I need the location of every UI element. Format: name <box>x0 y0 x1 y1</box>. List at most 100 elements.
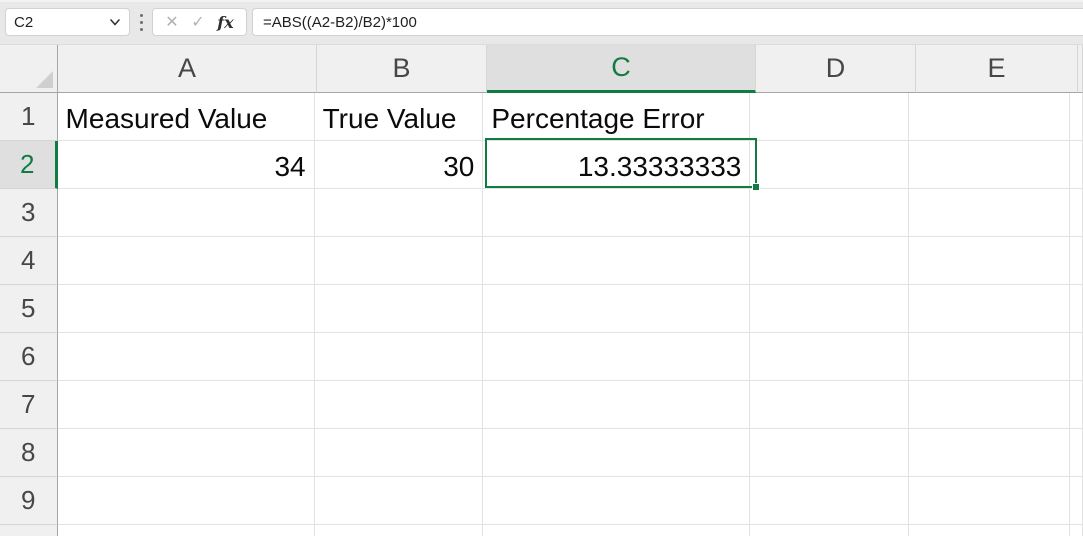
cell-C2[interactable]: 13.33333333 <box>483 141 751 189</box>
cell[interactable] <box>1070 381 1083 429</box>
cell-C9[interactable] <box>483 477 751 525</box>
cell-B3[interactable] <box>314 189 484 237</box>
cell-A3[interactable] <box>57 189 315 237</box>
cell-E5[interactable] <box>909 285 1071 333</box>
row-header-4[interactable]: 4 <box>0 237 58 285</box>
cell-A1[interactable]: Measured Value <box>57 93 315 141</box>
cell-A4[interactable] <box>57 237 315 285</box>
row-header-8[interactable]: 8 <box>0 429 58 477</box>
cell-D8[interactable] <box>750 429 910 477</box>
cancel-icon[interactable]: ✕ <box>165 14 179 31</box>
column-header-partial[interactable] <box>1078 45 1083 93</box>
cell-A9[interactable] <box>57 477 315 525</box>
row-8: 8 <box>0 429 1083 477</box>
insert-function-icon[interactable]: fx <box>217 12 234 32</box>
cell-E7[interactable] <box>909 381 1071 429</box>
cell-E1[interactable] <box>909 93 1070 141</box>
enter-icon[interactable]: ✓ <box>191 14 205 31</box>
column-header-d[interactable]: D <box>756 45 916 93</box>
chevron-down-icon[interactable] <box>109 16 121 28</box>
cell-B5[interactable] <box>314 285 484 333</box>
cell-B1[interactable]: True Value <box>314 93 484 141</box>
cell-E9[interactable] <box>909 477 1071 525</box>
cell-B6[interactable] <box>314 333 484 381</box>
cell-D2[interactable] <box>750 141 910 189</box>
row-header-2[interactable]: 2 <box>0 141 58 189</box>
row-header-10[interactable] <box>0 525 58 536</box>
column-header-row: A B C D E <box>0 45 1083 93</box>
cell-D5[interactable] <box>750 285 910 333</box>
cell[interactable] <box>1070 93 1083 141</box>
cell-C3[interactable] <box>483 189 751 237</box>
cell-C4[interactable] <box>483 237 751 285</box>
cell-D4[interactable] <box>750 237 910 285</box>
cell[interactable] <box>1070 285 1083 333</box>
cell[interactable] <box>1070 477 1083 525</box>
cell-B7[interactable] <box>314 381 484 429</box>
column-header-a[interactable]: A <box>58 45 317 93</box>
cell-C1[interactable]: Percentage Error <box>483 93 751 141</box>
column-header-c[interactable]: C <box>487 45 756 93</box>
formula-bar-region: C2 ✕ ✓ fx =ABS((A2-B2)/B2)*100 <box>0 0 1083 44</box>
row-1: 1 Measured Value True Value Percentage E… <box>0 93 1083 141</box>
row-5: 5 <box>0 285 1083 333</box>
cell-B9[interactable] <box>314 477 484 525</box>
cell-A7[interactable] <box>57 381 315 429</box>
fill-handle[interactable] <box>752 183 760 191</box>
cell-B4[interactable] <box>314 237 484 285</box>
row-header-1[interactable]: 1 <box>0 93 58 141</box>
cell-C5[interactable] <box>483 285 751 333</box>
row-header-9[interactable]: 9 <box>0 477 58 525</box>
row-header-6[interactable]: 6 <box>0 333 58 381</box>
formula-input[interactable]: =ABS((A2-B2)/B2)*100 <box>252 8 1083 36</box>
row-3: 3 <box>0 189 1083 237</box>
row-header-7[interactable]: 7 <box>0 381 58 429</box>
row-2: 2 34 30 13.33333333 <box>0 141 1083 189</box>
row-9: 9 <box>0 477 1083 525</box>
cell-E8[interactable] <box>909 429 1071 477</box>
cell-A5[interactable] <box>57 285 315 333</box>
row-header-3[interactable]: 3 <box>0 189 58 237</box>
row-7: 7 <box>0 381 1083 429</box>
name-box-value: C2 <box>14 13 34 31</box>
cell-D1[interactable] <box>750 93 910 141</box>
cell-C10[interactable] <box>483 525 751 536</box>
row-4: 4 <box>0 237 1083 285</box>
cell-D6[interactable] <box>750 333 910 381</box>
select-all-triangle-icon <box>36 71 53 88</box>
formula-text: =ABS((A2-B2)/B2)*100 <box>263 13 417 31</box>
cell-E10[interactable] <box>909 525 1071 536</box>
cell-D7[interactable] <box>750 381 910 429</box>
cell-C7[interactable] <box>483 381 751 429</box>
cell-E6[interactable] <box>909 333 1071 381</box>
cell[interactable] <box>1070 237 1083 285</box>
name-box[interactable]: C2 <box>5 8 130 36</box>
cell-D9[interactable] <box>750 477 910 525</box>
row-10-partial <box>0 525 1083 536</box>
cell-C8[interactable] <box>483 429 751 477</box>
cell-D10[interactable] <box>750 525 910 536</box>
cell[interactable] <box>1070 525 1083 536</box>
cell-B8[interactable] <box>314 429 484 477</box>
row-6: 6 <box>0 333 1083 381</box>
cell-A6[interactable] <box>57 333 315 381</box>
cell-A8[interactable] <box>57 429 315 477</box>
cell-B10[interactable] <box>314 525 484 536</box>
cell[interactable] <box>1070 429 1083 477</box>
cell-C6[interactable] <box>483 333 751 381</box>
column-header-b[interactable]: B <box>317 45 487 93</box>
cell-D3[interactable] <box>750 189 910 237</box>
cell[interactable] <box>1070 189 1083 237</box>
cell-A10[interactable] <box>57 525 315 536</box>
cell-A2[interactable]: 34 <box>57 141 315 189</box>
cell-E2[interactable] <box>909 141 1070 189</box>
cell[interactable] <box>1070 333 1083 381</box>
select-all-corner[interactable] <box>0 45 58 93</box>
cell-B2[interactable]: 30 <box>314 141 484 189</box>
cell[interactable] <box>1070 141 1083 189</box>
cell-E3[interactable] <box>909 189 1071 237</box>
row-header-5[interactable]: 5 <box>0 285 58 333</box>
column-header-e[interactable]: E <box>916 45 1078 93</box>
grip-dots-icon[interactable] <box>139 14 143 31</box>
cell-E4[interactable] <box>909 237 1071 285</box>
